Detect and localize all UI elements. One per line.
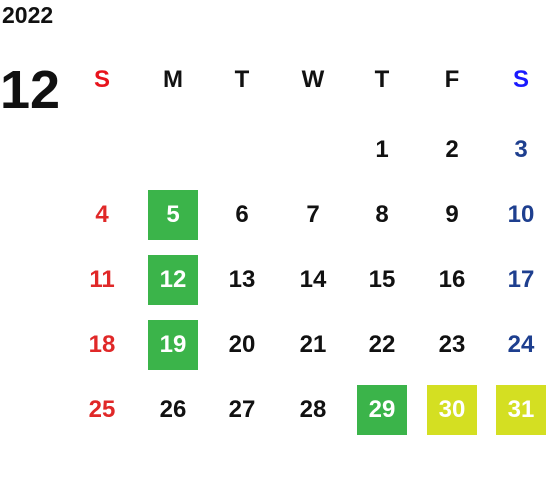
day: 9 [445,201,459,228]
highlighted-day: 31 [496,385,546,435]
weekday-header: T [374,66,390,93]
highlighted-day: 29 [357,385,407,435]
day: 13 [228,266,256,293]
highlighted-day: 5 [148,190,198,240]
day: 3 [514,136,528,163]
day: 14 [299,266,327,293]
day: 4 [95,201,109,228]
month: 12 [0,60,61,120]
day: 16 [438,266,466,293]
day: 24 [507,331,535,358]
highlighted-day: 12 [148,255,198,305]
day: 7 [306,201,320,228]
weekday-header: W [301,66,325,93]
day: 27 [228,396,256,423]
day: 21 [299,331,327,358]
day: 25 [88,396,116,423]
day: 26 [159,396,187,423]
highlighted-day: 30 [427,385,477,435]
day: 10 [507,201,535,228]
weekday-header: S [93,66,110,93]
day: 22 [368,331,396,358]
day: 1 [375,136,389,163]
day: 8 [375,201,389,228]
weekday-header: F [444,66,460,93]
day: 6 [235,201,249,228]
day: 17 [507,266,535,293]
day: 23 [438,331,466,358]
day: 15 [368,266,396,293]
day: 2 [445,136,459,163]
weekday-header: T [234,66,250,93]
day: 11 [89,266,115,293]
day: 18 [88,331,116,358]
year: 2022 [2,2,54,28]
day: 20 [228,331,256,358]
highlighted-day: 19 [148,320,198,370]
weekday-header: S [512,66,529,93]
weekday-header: M [163,66,183,93]
day: 28 [299,396,327,423]
